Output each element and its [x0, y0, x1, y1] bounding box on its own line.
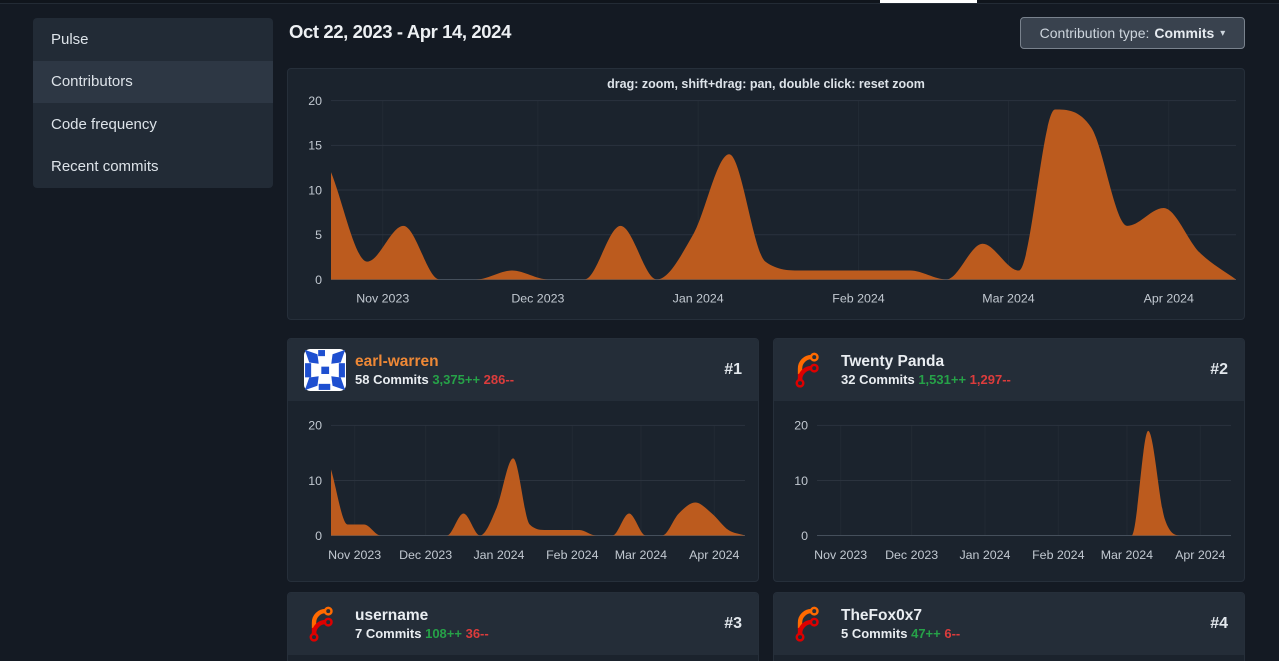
deletions-count: 36--: [465, 626, 489, 641]
svg-text:0: 0: [315, 529, 322, 543]
contributor-identity: earl-warren 58 Commits 3,375++ 286--: [355, 352, 715, 388]
contributor-name-link[interactable]: TheFox0x7: [841, 607, 922, 624]
overall-contributions-chart-panel[interactable]: 0 5 10 15 20 Nov 2023 Dec 2023 Jan 2024 Feb 2024…: [287, 68, 1245, 320]
overall-commits-chart[interactable]: 0 5 10 15 20 Nov 2023 Dec 2023 Jan 2024 Feb 2024…: [288, 69, 1244, 319]
sidebar-item-contributors[interactable]: Contributors: [33, 60, 273, 103]
contributor-name-link[interactable]: username: [355, 607, 429, 624]
chevron-down-icon: ▾: [1220, 27, 1226, 39]
commit-count: 5 Commits: [841, 626, 908, 641]
svg-text:Dec 2023: Dec 2023: [885, 548, 938, 562]
svg-text:20: 20: [308, 419, 322, 433]
top-navbar-edge: [0, 0, 1279, 4]
contributor-rank: #4: [1210, 615, 1228, 632]
svg-text:Nov 2023: Nov 2023: [356, 292, 409, 306]
additions-count: 108++: [425, 626, 462, 641]
svg-text:Apr 2024: Apr 2024: [1144, 292, 1194, 306]
svg-text:Feb 2024: Feb 2024: [1032, 548, 1084, 562]
commit-count: 32 Commits: [841, 372, 915, 387]
contributor-identity: username 7 Commits 108++ 36--: [355, 606, 715, 642]
contributor-identity: Twenty Panda 32 Commits 1,531++ 1,297--: [841, 352, 1201, 388]
additions-count: 47++: [911, 626, 941, 641]
svg-text:Feb 2024: Feb 2024: [546, 548, 598, 562]
commit-count: 7 Commits: [355, 626, 422, 641]
contributor-card-earl-warren: earl-warren 58 Commits 3,375++ 286-- #1 …: [287, 338, 759, 582]
contributor-name-link[interactable]: Twenty Panda: [841, 353, 945, 370]
svg-text:Mar 2024: Mar 2024: [615, 548, 667, 562]
svg-text:Jan 2024: Jan 2024: [473, 548, 524, 562]
contributor-stats: 32 Commits 1,531++ 1,297--: [841, 371, 1201, 388]
svg-text:10: 10: [308, 474, 322, 488]
contributor-card-header: Twenty Panda 32 Commits 1,531++ 1,297-- …: [774, 339, 1244, 401]
activity-side-menu: Pulse Contributors Code frequency Recent…: [33, 18, 273, 188]
svg-text:drag: zoom, shift+drag: pan, d: drag: zoom, shift+drag: pan, double clic…: [607, 77, 925, 91]
additions-count: 3,375++: [432, 372, 481, 387]
svg-text:Dec 2023: Dec 2023: [511, 292, 564, 306]
svg-text:10: 10: [794, 474, 808, 488]
svg-text:Jan 2024: Jan 2024: [673, 292, 724, 306]
forgejo-logo-avatar[interactable]: [790, 349, 832, 391]
svg-text:5: 5: [315, 228, 322, 242]
deletions-count: 1,297--: [969, 372, 1011, 387]
date-range-heading: Oct 22, 2023 - Apr 14, 2024: [289, 21, 511, 42]
contributor-card-twenty-panda: Twenty Panda 32 Commits 1,531++ 1,297-- …: [773, 338, 1245, 582]
forgejo-logo-avatar[interactable]: [790, 603, 832, 645]
twenty-panda-commits-chart[interactable]: 0 10 20 Nov 2023 Dec 2023 Jan 2024 Feb 2024 Mar…: [774, 401, 1244, 581]
svg-text:20: 20: [308, 94, 322, 108]
svg-text:Apr 2024: Apr 2024: [689, 548, 739, 562]
contributor-card-header: TheFox0x7 5 Commits 47++ 6-- #4: [774, 593, 1244, 655]
svg-text:Mar 2024: Mar 2024: [982, 292, 1034, 306]
contributor-stats: 5 Commits 47++ 6--: [841, 625, 1201, 642]
contribution-type-value: Commits: [1154, 25, 1215, 41]
contributor-card-header: earl-warren 58 Commits 3,375++ 286-- #1: [288, 339, 758, 401]
svg-text:Jan 2024: Jan 2024: [959, 548, 1010, 562]
contributor-rank: #2: [1210, 361, 1228, 378]
svg-text:0: 0: [315, 273, 322, 287]
additions-count: 1,531++: [918, 372, 967, 387]
commit-count: 58 Commits: [355, 372, 429, 387]
svg-text:Mar 2024: Mar 2024: [1101, 548, 1153, 562]
contributor-cards-grid: earl-warren 58 Commits 3,375++ 286-- #1 …: [287, 338, 1245, 661]
identicon-avatar[interactable]: [304, 349, 346, 391]
deletions-count: 286--: [483, 372, 515, 387]
forgejo-logo-avatar[interactable]: [304, 603, 346, 645]
contributor-name-link[interactable]: earl-warren: [355, 353, 439, 370]
svg-text:Nov 2023: Nov 2023: [328, 548, 381, 562]
svg-text:Nov 2023: Nov 2023: [814, 548, 867, 562]
contributor-rank: #3: [724, 615, 742, 632]
sidebar-item-pulse[interactable]: Pulse: [51, 30, 89, 48]
contributor-rank: #1: [724, 361, 742, 378]
svg-text:20: 20: [794, 419, 808, 433]
svg-text:Feb 2024: Feb 2024: [832, 292, 884, 306]
contributor-stats: 7 Commits 108++ 36--: [355, 625, 715, 642]
sidebar-item-code-frequency[interactable]: Code frequency: [51, 115, 157, 133]
sidebar-item-recent-commits[interactable]: Recent commits: [51, 158, 159, 176]
contributor-stats: 58 Commits 3,375++ 286--: [355, 371, 715, 388]
contributor-identity: TheFox0x7 5 Commits 47++ 6--: [841, 606, 1201, 642]
svg-text:Dec 2023: Dec 2023: [399, 548, 452, 562]
contributor-card-header: username 7 Commits 108++ 36-- #3: [288, 593, 758, 655]
contribution-type-label: Contribution type:: [1039, 25, 1150, 41]
svg-text:Apr 2024: Apr 2024: [1175, 548, 1225, 562]
contribution-type-dropdown[interactable]: Contribution type: Commits ▾: [1020, 17, 1245, 49]
svg-text:0: 0: [801, 529, 808, 543]
deletions-count: 6--: [944, 626, 961, 641]
svg-text:10: 10: [308, 183, 322, 197]
active-tab-underline: [880, 0, 977, 3]
earl-warren-commits-chart[interactable]: 0 10 20 Nov 2023 Dec 2023 Jan 2024 Feb 2024 Mar…: [288, 401, 758, 581]
svg-text:15: 15: [308, 139, 322, 153]
